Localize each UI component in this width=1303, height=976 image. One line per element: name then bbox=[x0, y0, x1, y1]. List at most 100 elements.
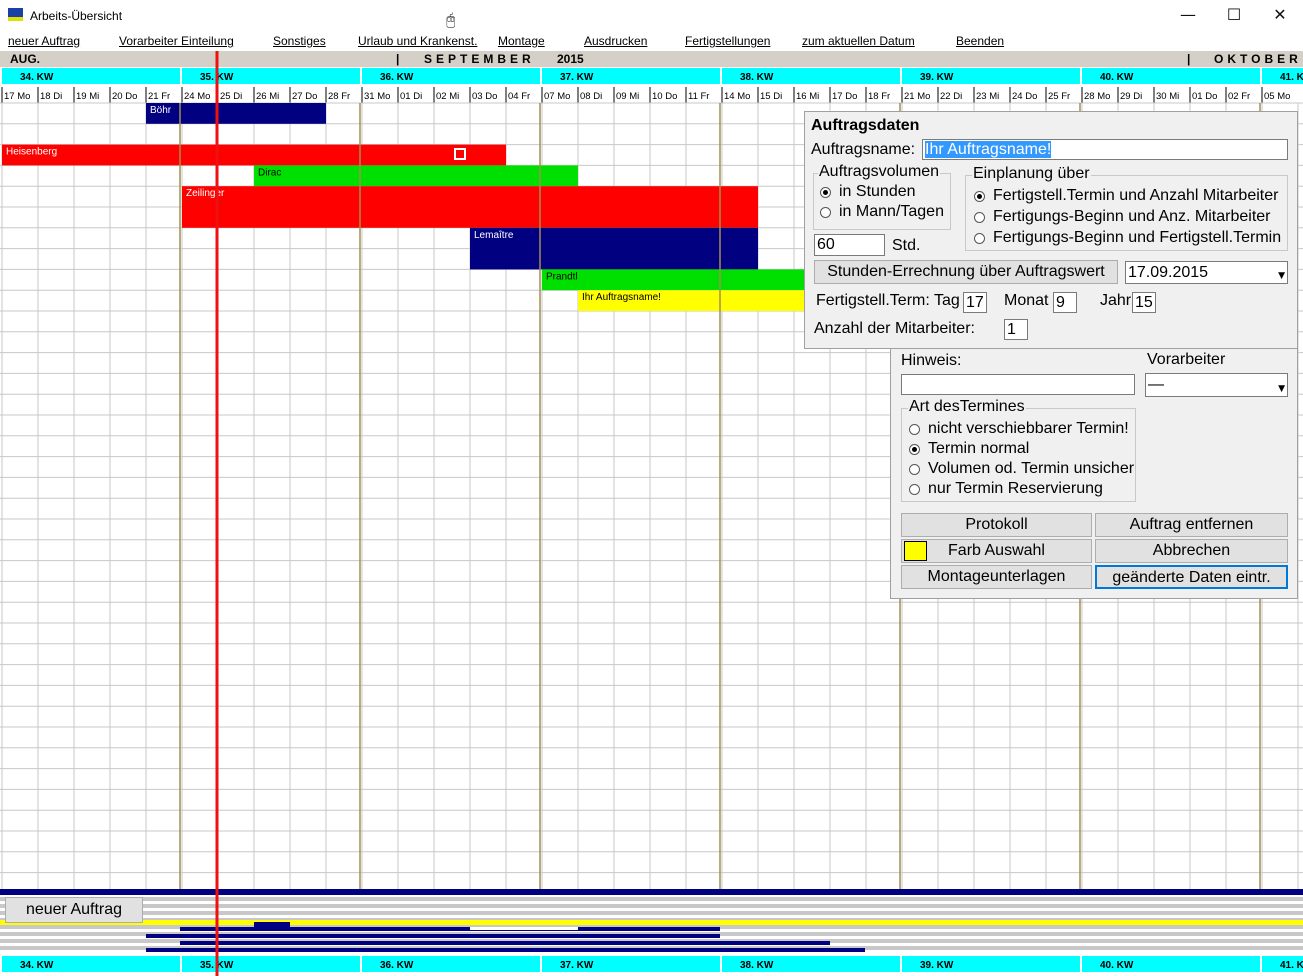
hint-input[interactable] bbox=[901, 374, 1135, 395]
planning-group: Einplanung über Fertigstell.Termin und A… bbox=[965, 165, 1288, 251]
menu-item-4[interactable]: Montage bbox=[498, 34, 545, 48]
capacity-lane bbox=[0, 911, 1303, 915]
finish-year-input[interactable]: 15 bbox=[1132, 292, 1156, 313]
capacity-lane bbox=[0, 897, 1303, 901]
job-label-1: Heisenberg bbox=[6, 147, 57, 158]
radio-uncertain-appointment[interactable] bbox=[909, 464, 920, 475]
radio-start-and-finish-label: Fertigungs-Beginn und Fertigstell.Termin bbox=[993, 229, 1282, 246]
radio-finish-and-workers[interactable] bbox=[974, 191, 985, 202]
volume-group: Auftragsvolumen in Stunden in Mann/Tagen bbox=[813, 163, 951, 230]
menu-item-3[interactable]: Urlaub und Krankenst. bbox=[358, 34, 478, 48]
day-label-15: 07 Mo bbox=[544, 91, 570, 102]
month-label-4: | bbox=[1187, 52, 1190, 66]
mouse-cursor-icon: 🖰 bbox=[446, 10, 456, 29]
radio-reservation-appointment-label: nur Termin Reservierung bbox=[928, 480, 1103, 497]
day-label-19: 11 Fr bbox=[688, 91, 709, 102]
week-cell-top-3 bbox=[542, 68, 720, 84]
week-label-top-7: 41. KW bbox=[1280, 72, 1303, 83]
order-dialog-details: Hinweis: Vorarbeiter — ▼ Art desTermines… bbox=[890, 349, 1298, 599]
day-label-28: 24 Do bbox=[1012, 91, 1037, 102]
day-label-20: 14 Mo bbox=[724, 91, 750, 102]
day-label-0: 17 Mo bbox=[4, 91, 30, 102]
day-label-32: 30 Mi bbox=[1156, 91, 1179, 102]
finish-month-input[interactable]: 9 bbox=[1053, 292, 1077, 313]
capacity-bar-small bbox=[254, 922, 290, 928]
foreman-select[interactable]: — ▼ bbox=[1145, 373, 1288, 397]
week-label-top-3: 37. KW bbox=[560, 72, 594, 83]
chevron-down-icon: ▼ bbox=[1278, 271, 1285, 281]
capacity-yellow-band bbox=[0, 920, 1303, 925]
date-select-value: 17.09.2015 bbox=[1128, 264, 1209, 281]
radio-in-hours[interactable] bbox=[820, 187, 831, 198]
week-label-bottom-5: 39. KW bbox=[920, 960, 954, 971]
week-label-bottom-6: 40. KW bbox=[1100, 960, 1134, 971]
save-changes-button[interactable]: geänderte Daten eintr. bbox=[1095, 565, 1288, 589]
date-select[interactable]: 17.09.2015 ▼ bbox=[1125, 261, 1288, 284]
installation-docs-button[interactable]: Montageunterlagen bbox=[901, 565, 1092, 589]
radio-in-man-days-label: in Mann/Tagen bbox=[839, 203, 944, 220]
menu-item-6[interactable]: Fertigstellungen bbox=[685, 34, 771, 48]
finish-year-label: Jahr bbox=[1100, 292, 1132, 309]
day-label-35: 05 Mo bbox=[1264, 91, 1290, 102]
week-label-bottom-0: 34. KW bbox=[20, 960, 54, 971]
day-label-26: 22 Di bbox=[940, 91, 962, 102]
day-label-4: 21 Fr bbox=[148, 91, 170, 102]
radio-in-man-days[interactable] bbox=[820, 207, 831, 218]
day-label-25: 21 Mo bbox=[904, 91, 930, 102]
close-button[interactable]: ✕ bbox=[1273, 5, 1287, 24]
week-label-top-6: 40. KW bbox=[1100, 72, 1134, 83]
capacity-bar-4 bbox=[720, 948, 865, 952]
day-label-16: 08 Di bbox=[580, 91, 602, 102]
hours-input[interactable]: 60 bbox=[814, 234, 885, 256]
finish-day-input[interactable]: 17 bbox=[963, 292, 987, 313]
hint-label: Hinweis: bbox=[901, 352, 962, 369]
day-label-7: 26 Mi bbox=[256, 91, 279, 102]
remove-order-button[interactable]: Auftrag entfernen bbox=[1095, 513, 1288, 537]
menu-item-1[interactable]: Vorarbeiter Einteilung bbox=[119, 34, 234, 48]
calc-from-value-button[interactable]: Stunden-Errechnung über Auftragswert bbox=[814, 260, 1118, 284]
menu-item-7[interactable]: zum aktuellen Datum bbox=[802, 34, 915, 48]
menu-item-5[interactable]: Ausdrucken bbox=[584, 34, 648, 48]
job-bar-3 bbox=[182, 186, 758, 228]
new-order-button[interactable]: neuer Auftrag bbox=[5, 897, 143, 923]
job-bar-1 bbox=[2, 144, 506, 166]
protocol-button[interactable]: Protokoll bbox=[901, 513, 1092, 537]
month-label-3: 2015 bbox=[557, 52, 584, 66]
finish-month-label: Monat bbox=[1004, 292, 1049, 309]
week-cell-bottom-1 bbox=[182, 956, 360, 972]
day-label-23: 17 Do bbox=[832, 91, 857, 102]
radio-finish-and-workers-label: Fertigstell.Termin und Anzahl Mitarbeite… bbox=[993, 187, 1279, 204]
job-bar-2 bbox=[254, 165, 578, 187]
job-bar-5 bbox=[542, 269, 866, 291]
capacity-bar-3 bbox=[146, 948, 720, 952]
radio-fixed-appointment[interactable] bbox=[909, 424, 920, 435]
color-swatch bbox=[904, 541, 927, 561]
day-label-2: 19 Mi bbox=[76, 91, 99, 102]
week-cell-bottom-2 bbox=[362, 956, 540, 972]
radio-reservation-appointment[interactable] bbox=[909, 484, 920, 495]
menu-item-2[interactable]: Sonstiges bbox=[273, 34, 326, 48]
job-label-0: Böhr bbox=[150, 105, 172, 116]
week-cell-top-5 bbox=[902, 68, 1080, 84]
color-select-button[interactable]: Farb Auswahl bbox=[901, 539, 1092, 563]
day-label-9: 28 Fr bbox=[328, 91, 350, 102]
day-label-29: 25 Fr bbox=[1048, 91, 1070, 102]
week-cell-top-1 bbox=[182, 68, 360, 84]
month-label-2: SEPTEMBER bbox=[424, 52, 535, 66]
radio-normal-appointment-label: Termin normal bbox=[928, 440, 1030, 457]
minimize-button[interactable]: — bbox=[1180, 5, 1196, 24]
week-cell-top-6 bbox=[1082, 68, 1260, 84]
day-label-33: 01 Do bbox=[1192, 91, 1217, 102]
order-name-input[interactable]: Ihr Auftragsname! bbox=[922, 139, 1288, 160]
day-label-1: 18 Di bbox=[40, 91, 62, 102]
menu-item-8[interactable]: Beenden bbox=[956, 34, 1005, 48]
week-cell-top-4 bbox=[722, 68, 900, 84]
radio-normal-appointment[interactable] bbox=[909, 444, 920, 455]
radio-start-and-finish[interactable] bbox=[974, 233, 985, 244]
maximize-button[interactable]: ☐ bbox=[1226, 5, 1242, 24]
week-label-top-2: 36. KW bbox=[380, 72, 414, 83]
menu-item-0[interactable]: neuer Auftrag bbox=[8, 34, 81, 48]
workers-input[interactable]: 1 bbox=[1004, 319, 1028, 340]
radio-start-and-workers[interactable] bbox=[974, 212, 985, 223]
cancel-button[interactable]: Abbrechen bbox=[1095, 539, 1288, 563]
